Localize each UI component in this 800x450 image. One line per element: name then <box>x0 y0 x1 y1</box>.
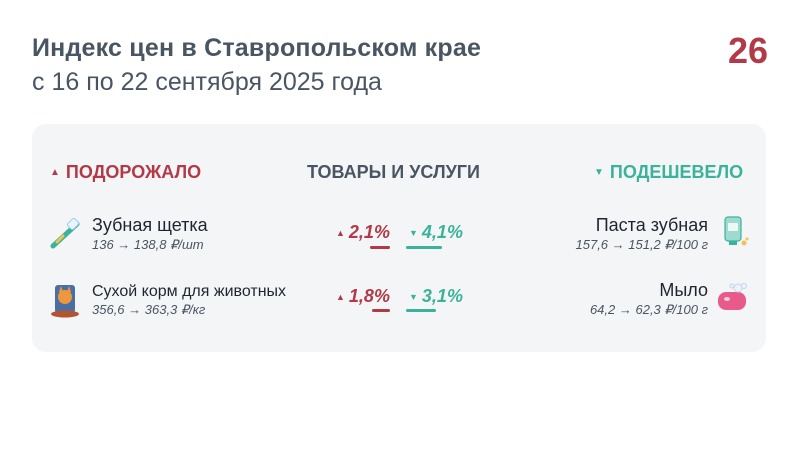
item-name-pet-food: Сухой корм для животных <box>92 283 287 300</box>
triangle-down-icon: ▼ <box>594 167 604 178</box>
triangle-up-icon: ▲ <box>50 167 60 178</box>
page-subtitle: с 16 по 22 сентября 2025 года <box>32 68 382 96</box>
logo-text: 26 <box>728 30 768 70</box>
toothbrush-icon <box>50 217 80 249</box>
column-header-down-label: ПОДЕШЕВЕЛО <box>609 162 744 182</box>
pct-down-row1: ▼ 4,1% <box>409 222 463 243</box>
page-title: Индекс цен в Ставропольском крае <box>32 34 482 62</box>
column-header-up: ▲ ПОДОРОЖАЛО <box>50 162 201 183</box>
logo-26-icon: 26 <box>728 30 768 70</box>
pct-up-row2: ▲ 1,8% <box>336 286 390 307</box>
underline-down <box>406 309 436 312</box>
soap-icon <box>718 283 747 310</box>
pct-down-value: 4,1% <box>421 222 463 242</box>
column-header-goods: ТОВАРЫ И УСЛУГИ <box>307 162 480 182</box>
item-price-toothbrush: 136 → 138,8 ₽/шт <box>92 237 204 252</box>
column-header-down: ▼ ПОДЕШЕВЕЛО <box>594 162 743 183</box>
underline-down <box>406 246 442 249</box>
pct-down-value: 3,1% <box>421 286 463 306</box>
triangle-down-icon: ▼ <box>409 291 418 302</box>
underline-up <box>370 246 390 249</box>
item-name-toothbrush: Зубная щетка <box>92 215 208 235</box>
item-name-soap: Мыло <box>659 280 708 300</box>
triangle-down-icon: ▼ <box>409 227 418 238</box>
item-price-pet-food: 356,6 → 363,3 ₽/кг <box>92 302 206 317</box>
pet-food-icon <box>51 285 79 318</box>
price-card <box>32 124 766 352</box>
item-name-toothpaste: Паста зубная <box>595 215 708 235</box>
underline-up <box>372 309 390 312</box>
pct-up-row1: ▲ 2,1% <box>336 222 390 243</box>
column-header-up-label: ПОДОРОЖАЛО <box>65 162 202 182</box>
triangle-up-icon: ▲ <box>336 227 345 238</box>
item-price-soap: 64,2 → 62,3 ₽/100 г <box>589 302 708 317</box>
pct-up-value: 1,8% <box>348 286 390 306</box>
pct-up-value: 2,1% <box>348 222 390 242</box>
pct-down-row2: ▼ 3,1% <box>409 286 463 307</box>
toothpaste-icon <box>724 216 749 246</box>
triangle-up-icon: ▲ <box>336 291 345 302</box>
item-price-toothpaste: 157,6 → 151,2 ₽/100 г <box>575 237 709 252</box>
